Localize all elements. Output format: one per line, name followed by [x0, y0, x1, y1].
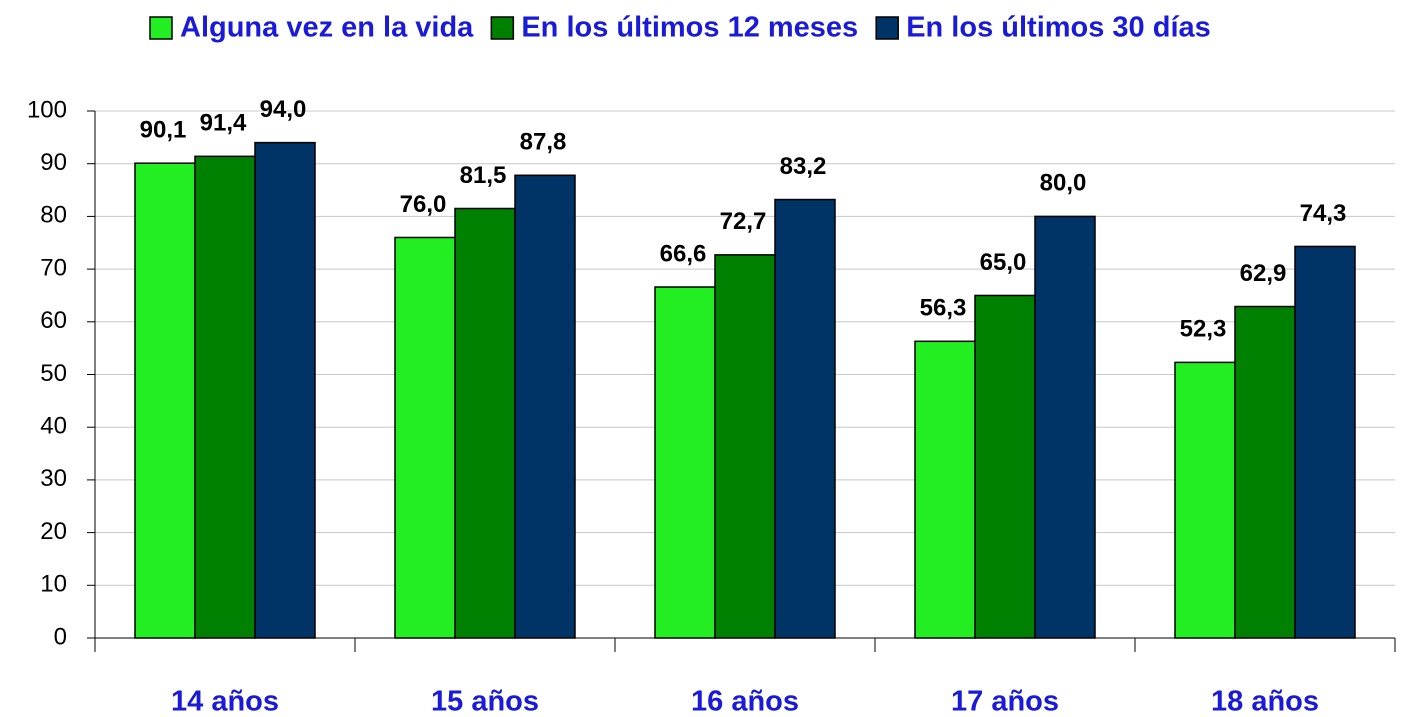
bar [1174, 361, 1236, 639]
y-tick-label: 90 [40, 149, 67, 176]
bar [134, 162, 196, 639]
data-label: 56,3 [920, 295, 967, 322]
x-tick-label: 18 años [1211, 686, 1319, 717]
data-label: 72,7 [720, 208, 767, 235]
y-tick-label: 40 [40, 413, 67, 440]
x-tick-label: 15 años [431, 686, 539, 717]
bar [914, 340, 976, 639]
legend-swatch [875, 16, 899, 40]
legend-swatch [490, 16, 515, 40]
bar [454, 207, 516, 639]
bar [514, 174, 576, 639]
y-tick-label: 100 [27, 96, 67, 123]
y-tick-label: 30 [40, 465, 67, 492]
x-tick-label: 17 años [951, 686, 1059, 717]
data-label: 74,3 [1300, 200, 1347, 227]
legend-label: Alguna vez en la vida [180, 12, 474, 44]
y-tick-label: 80 [40, 202, 67, 229]
data-label: 91,4 [200, 110, 247, 137]
bar [394, 236, 456, 639]
legend-swatch [149, 16, 173, 40]
x-tick-label: 16 años [691, 686, 799, 717]
data-label: 76,0 [400, 191, 447, 218]
bar [254, 141, 316, 639]
data-label: 83,2 [780, 153, 827, 180]
bar [654, 286, 716, 639]
data-label: 52,3 [1180, 316, 1227, 343]
bar [1294, 245, 1356, 639]
y-tick-label: 10 [40, 571, 67, 598]
y-tick-label: 20 [40, 518, 67, 545]
y-tick-label: 70 [40, 254, 67, 281]
bar [1234, 305, 1296, 639]
bar [1034, 215, 1096, 639]
data-label: 66,6 [660, 240, 707, 267]
legend-label: En los últimos 12 meses [521, 12, 858, 44]
data-label: 90,1 [140, 117, 187, 144]
x-tick-label: 14 años [171, 686, 279, 717]
data-label: 62,9 [1240, 260, 1287, 287]
bar [714, 254, 776, 639]
y-tick-label: 60 [40, 307, 67, 334]
data-label: 65,0 [980, 249, 1027, 276]
data-label: 87,8 [520, 129, 567, 156]
data-label: 81,5 [460, 162, 507, 189]
data-label: 80,0 [1040, 170, 1087, 197]
legend-label: En los últimos 30 días [906, 12, 1211, 44]
bar [774, 198, 836, 639]
bar [194, 155, 256, 639]
y-tick-label: 50 [40, 360, 67, 387]
data-label: 94,0 [260, 96, 307, 123]
bar [974, 294, 1036, 639]
y-tick-label: 0 [54, 623, 67, 650]
